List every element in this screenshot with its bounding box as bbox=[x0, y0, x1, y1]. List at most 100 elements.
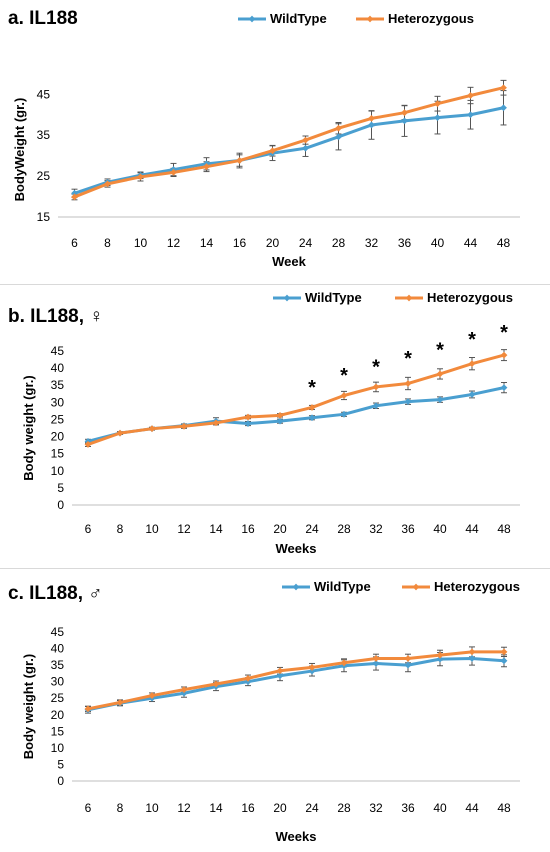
data-point-heterozygous bbox=[116, 699, 124, 706]
data-point-wildtype bbox=[71, 189, 78, 197]
x-axis-label: Week bbox=[272, 254, 306, 269]
x-tick-label: 10 bbox=[145, 522, 159, 536]
x-tick-label: 16 bbox=[241, 522, 255, 536]
chart-title: c. IL188, ♂ bbox=[8, 583, 103, 604]
x-tick-label: 6 bbox=[71, 236, 78, 250]
data-point-heterozygous bbox=[340, 659, 348, 667]
data-point-wildtype bbox=[434, 114, 441, 121]
data-point-heterozygous bbox=[340, 392, 348, 399]
data-point-heterozygous bbox=[203, 163, 210, 171]
data-point-wildtype bbox=[340, 410, 348, 418]
data-point-heterozygous bbox=[276, 667, 284, 675]
x-tick-label: 12 bbox=[167, 236, 181, 250]
y-tick-label: 0 bbox=[57, 774, 64, 788]
data-point-wildtype bbox=[436, 396, 444, 403]
significance-star: * bbox=[308, 377, 316, 399]
data-point-wildtype bbox=[468, 655, 476, 662]
data-point-heterozygous bbox=[436, 370, 444, 378]
significance-star: * bbox=[340, 365, 348, 387]
y-axis-label: Body weight (gr.) bbox=[21, 375, 36, 480]
y-tick-label: 30 bbox=[51, 395, 65, 409]
x-tick-label: 10 bbox=[145, 801, 159, 815]
legend-label-wildtype: WildType bbox=[270, 11, 327, 26]
series-line-heterozygous bbox=[87, 650, 504, 711]
x-tick-label: 14 bbox=[209, 522, 223, 536]
data-point-wildtype bbox=[276, 672, 284, 680]
y-tick-label: 0 bbox=[57, 498, 64, 512]
x-tick-label: 48 bbox=[497, 522, 511, 536]
legend-label-heterozygous: Heterozygous bbox=[388, 11, 474, 26]
data-point-heterozygous bbox=[180, 686, 188, 694]
y-tick-label: 5 bbox=[57, 481, 64, 495]
y-tick-label: 20 bbox=[51, 708, 65, 722]
data-point-heterozygous bbox=[434, 100, 441, 108]
y-tick-label: 35 bbox=[37, 128, 51, 142]
x-tick-label: 28 bbox=[337, 801, 351, 815]
x-tick-label: 20 bbox=[266, 236, 280, 250]
chart-a-svg: a. IL188 WildType Heterozygous 15 25 35 45 6 8 10… bbox=[8, 8, 520, 269]
x-tick-label: 32 bbox=[369, 522, 383, 536]
data-point-heterozygous bbox=[404, 380, 412, 387]
data-point-wildtype bbox=[401, 117, 408, 125]
x-tick-label: 12 bbox=[177, 801, 191, 815]
data-point-wildtype bbox=[308, 414, 316, 422]
data-point-wildtype bbox=[244, 420, 252, 427]
y-tick-label: 40 bbox=[51, 642, 65, 656]
x-tick-label: 20 bbox=[273, 522, 287, 536]
data-point-heterozygous bbox=[308, 404, 316, 411]
legend-marker-wildtype bbox=[283, 294, 291, 302]
data-point-heterozygous bbox=[148, 425, 156, 433]
chart-panel-a: a. IL188 WildType Heterozygous 15 25 35 45 6 8 10… bbox=[0, 0, 550, 283]
y-tick-label: 10 bbox=[51, 464, 65, 478]
x-tick-label: 36 bbox=[401, 801, 415, 815]
x-tick-label: 8 bbox=[104, 236, 111, 250]
legend-marker-heterozygous bbox=[405, 294, 413, 302]
data-point-heterozygous bbox=[137, 173, 144, 181]
y-tick-label: 25 bbox=[37, 169, 51, 183]
series-line-wildtype bbox=[87, 386, 505, 443]
data-point-wildtype bbox=[372, 402, 380, 410]
x-tick-label: 24 bbox=[305, 522, 319, 536]
data-point-wildtype bbox=[404, 398, 412, 406]
data-point-wildtype bbox=[467, 111, 474, 119]
x-tick-label: 16 bbox=[233, 236, 247, 250]
y-tick-label: 25 bbox=[51, 412, 65, 426]
y-tick-label: 45 bbox=[51, 344, 65, 358]
x-tick-label: 20 bbox=[273, 801, 287, 815]
data-point-heterozygous bbox=[84, 441, 92, 448]
data-point-heterozygous bbox=[372, 655, 380, 662]
data-point-heterozygous bbox=[269, 147, 276, 155]
chart-panel-b: b. IL188, ♀ WildType Heterozygous 0 5 10 15 20 2… bbox=[0, 285, 550, 568]
significance-star: * bbox=[468, 329, 476, 351]
legend-marker-wildtype bbox=[248, 15, 256, 23]
y-tick-label: 45 bbox=[37, 87, 51, 101]
x-tick-label: 44 bbox=[464, 236, 478, 250]
x-tick-label: 14 bbox=[200, 236, 214, 250]
y-tick-label: 15 bbox=[51, 447, 65, 461]
series-line-heterozygous bbox=[73, 86, 504, 199]
x-tick-label: 16 bbox=[241, 801, 255, 815]
significance-star: * bbox=[500, 322, 508, 344]
data-point-heterozygous bbox=[276, 411, 284, 419]
legend-marker-heterozygous bbox=[366, 15, 374, 23]
data-point-wildtype bbox=[500, 104, 507, 112]
y-tick-label: 25 bbox=[51, 691, 65, 705]
x-tick-label: 12 bbox=[177, 522, 191, 536]
data-point-heterozygous bbox=[302, 136, 309, 144]
chart-title: b. IL188, ♀ bbox=[8, 306, 104, 327]
y-tick-label: 15 bbox=[51, 724, 65, 738]
data-point-wildtype bbox=[308, 667, 316, 675]
data-point-heterozygous bbox=[372, 383, 380, 391]
x-tick-label: 6 bbox=[85, 522, 92, 536]
data-point-heterozygous bbox=[71, 193, 78, 201]
x-tick-label: 36 bbox=[401, 522, 415, 536]
x-tick-label: 48 bbox=[497, 236, 511, 250]
x-tick-label: 32 bbox=[369, 801, 383, 815]
significance-star: * bbox=[372, 356, 380, 378]
data-point-wildtype bbox=[368, 121, 375, 129]
data-point-wildtype bbox=[276, 417, 284, 425]
data-point-heterozygous bbox=[500, 84, 507, 92]
data-point-heterozygous bbox=[308, 664, 316, 671]
data-point-heterozygous bbox=[368, 115, 375, 122]
x-tick-label: 44 bbox=[465, 801, 479, 815]
